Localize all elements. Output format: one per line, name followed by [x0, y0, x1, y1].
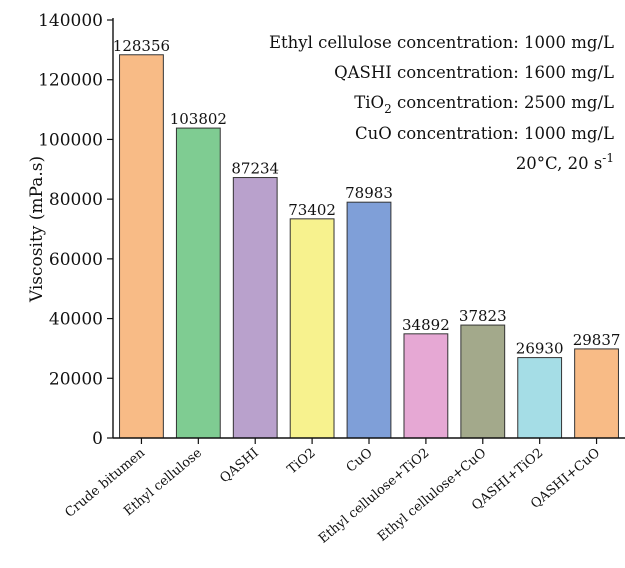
annotation-line: CuO concentration: 1000 mg/L [355, 124, 614, 143]
subscript: 2 [384, 102, 392, 116]
y-tick-label: 40000 [49, 310, 103, 330]
y-tick-label: 120000 [38, 71, 103, 91]
data-label: 128356 [113, 37, 170, 55]
bar [119, 54, 164, 439]
bar [517, 357, 563, 439]
annotation-line: TiO2 concentration: 2500 mg/L [354, 93, 614, 116]
bar [232, 177, 278, 439]
bars [119, 54, 619, 439]
y-tick-label: 140000 [38, 11, 103, 31]
x-tick-label: TiO2 [285, 446, 319, 478]
data-labels: 128356 103802 87234 73402 78983 34892 37823 269… [113, 37, 621, 358]
data-label: 78983 [345, 184, 393, 202]
data-label: 87234 [231, 160, 279, 178]
conditions-annotation: Ethyl cellulose concentration: 1000 mg/L… [269, 33, 614, 173]
y-tick-label: 100000 [38, 130, 103, 150]
y-tick-label: 0 [92, 429, 103, 449]
bar [289, 218, 335, 439]
annotation-text: concentration: 2500 mg/L [392, 93, 614, 112]
x-tick-label: Ethyl cellulose+TiO2 [316, 446, 432, 547]
x-tick-label: CuO [344, 446, 376, 476]
annotation-line: QASHI concentration: 1600 mg/L [334, 63, 614, 82]
bar [403, 333, 449, 439]
bar [175, 127, 221, 439]
x-tick-label: Ethyl cellulose+CuO [375, 446, 489, 545]
data-label: 34892 [402, 316, 450, 334]
y-axis-label: Viscosity (mPa.s) [27, 156, 47, 303]
y-tick-label: 60000 [49, 250, 103, 270]
bar [574, 348, 619, 439]
data-label: 29837 [573, 331, 621, 349]
bar [460, 324, 506, 439]
annotation-line: 20°C, 20 s-1 [516, 151, 614, 173]
x-tick-label: QASHI [217, 446, 261, 487]
annotation-text: 20°C, 20 s [516, 154, 602, 173]
data-label: 37823 [459, 307, 507, 325]
bar [346, 201, 392, 439]
superscript: -1 [602, 151, 614, 165]
y-tick-label: 20000 [49, 369, 103, 389]
y-ticks: 0 20000 40000 60000 80000 100000 120000 140000 [38, 11, 113, 449]
data-label: 73402 [288, 201, 336, 219]
data-label: 26930 [516, 340, 564, 358]
annotation-line: Ethyl cellulose concentration: 1000 mg/L [269, 33, 614, 52]
annotation-text: TiO [354, 93, 384, 112]
data-label: 103802 [170, 110, 227, 128]
y-tick-label: 80000 [49, 190, 103, 210]
